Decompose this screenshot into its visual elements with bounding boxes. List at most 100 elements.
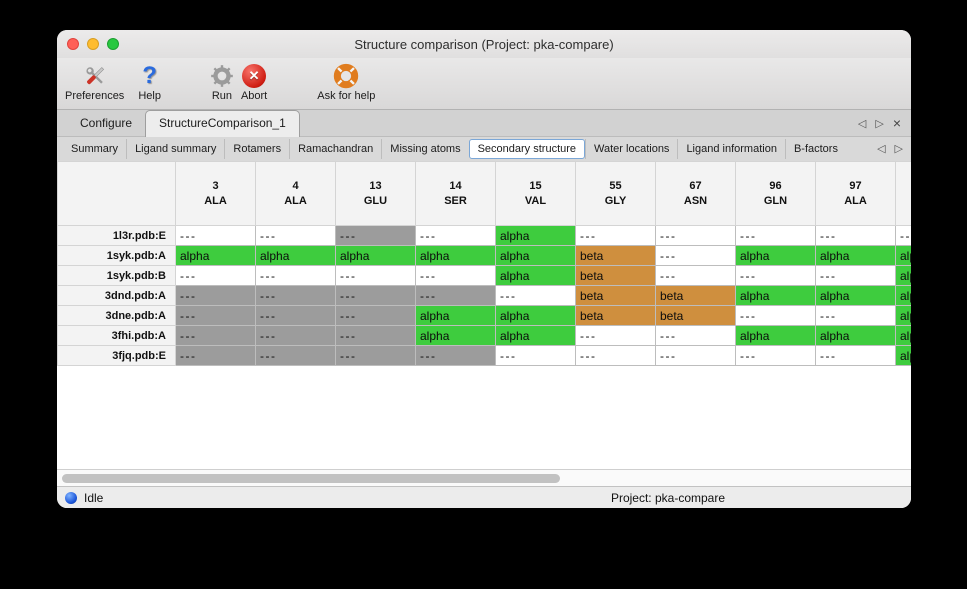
- ss-cell-alpha[interactable]: alpha: [815, 285, 896, 306]
- ss-cell-gap[interactable]: ---: [335, 305, 416, 326]
- ss-cell-none[interactable]: ---: [655, 345, 736, 366]
- ss-cell-gap[interactable]: ---: [335, 325, 416, 346]
- ss-cell-none[interactable]: ---: [255, 225, 336, 246]
- ss-cell-gap[interactable]: ---: [415, 345, 496, 366]
- ss-cell-beta[interactable]: beta: [575, 305, 656, 326]
- ss-cell-none[interactable]: ---: [815, 305, 896, 326]
- row-label[interactable]: 3dnd.pdb:A: [57, 285, 176, 306]
- ss-cell-gap[interactable]: ---: [175, 325, 256, 346]
- subtab-rotamers[interactable]: Rotamers: [224, 139, 289, 159]
- minimize-window-button[interactable]: [87, 38, 99, 50]
- ss-cell-none[interactable]: ---: [735, 225, 816, 246]
- ss-cell-none[interactable]: ---: [175, 265, 256, 286]
- row-label[interactable]: 3dne.pdb:A: [57, 305, 176, 326]
- ss-cell-none[interactable]: ---: [495, 345, 576, 366]
- ss-cell-alpha[interactable]: alpha: [815, 245, 896, 266]
- ss-cell-alpha[interactable]: alpha: [495, 265, 576, 286]
- scrollbar-thumb[interactable]: [62, 474, 560, 483]
- ss-cell-gap[interactable]: ---: [335, 285, 416, 306]
- ss-cell-alpha[interactable]: alpha: [335, 245, 416, 266]
- ss-cell-none[interactable]: ---: [895, 225, 911, 246]
- ss-cell-none[interactable]: ---: [655, 245, 736, 266]
- ss-cell-none[interactable]: ---: [815, 225, 896, 246]
- ss-cell-beta[interactable]: beta: [575, 285, 656, 306]
- tab-close-icon[interactable]: ×: [892, 115, 901, 131]
- ss-cell-none[interactable]: ---: [655, 225, 736, 246]
- subtab-next-icon[interactable]: ▷: [894, 142, 903, 155]
- subtab-summary[interactable]: Summary: [71, 143, 119, 155]
- ss-cell-alpha[interactable]: alpha: [415, 245, 496, 266]
- ss-cell-none[interactable]: ---: [735, 305, 816, 326]
- ss-cell-alpha[interactable]: alpha: [495, 245, 576, 266]
- ss-cell-gap[interactable]: ---: [175, 345, 256, 366]
- ss-cell-alpha[interactable]: alpha: [495, 305, 576, 326]
- ss-cell-gap[interactable]: ---: [335, 225, 416, 246]
- ss-cell-none[interactable]: ---: [575, 225, 656, 246]
- ss-cell-none[interactable]: ---: [655, 265, 736, 286]
- horizontal-scrollbar[interactable]: [57, 469, 911, 486]
- ss-cell-alpha[interactable]: alpha: [495, 225, 576, 246]
- abort-button[interactable]: ✕ Abort: [241, 62, 267, 102]
- subtab-ligand-information[interactable]: Ligand information: [677, 139, 785, 159]
- ss-cell-none[interactable]: ---: [735, 345, 816, 366]
- preferences-button[interactable]: Preferences: [65, 62, 124, 102]
- ss-cell-gap[interactable]: ---: [335, 345, 416, 366]
- ss-cell-none[interactable]: ---: [575, 345, 656, 366]
- ss-cell-alpha[interactable]: alpha: [175, 245, 256, 266]
- ss-cell-beta[interactable]: beta: [575, 245, 656, 266]
- ss-cell-none[interactable]: ---: [575, 325, 656, 346]
- row-label[interactable]: 1l3r.pdb:E: [57, 225, 176, 246]
- ss-cell-alpha[interactable]: alpha: [895, 345, 911, 366]
- ss-cell-alpha[interactable]: alpha: [815, 325, 896, 346]
- title-bar[interactable]: Structure comparison (Project: pka-compa…: [57, 30, 911, 58]
- ss-cell-none[interactable]: ---: [255, 265, 336, 286]
- subtab-secondary-structure[interactable]: Secondary structure: [468, 139, 586, 159]
- ss-cell-none[interactable]: ---: [815, 345, 896, 366]
- ss-cell-alpha[interactable]: alpha: [735, 325, 816, 346]
- ss-cell-gap[interactable]: ---: [255, 325, 336, 346]
- row-label[interactable]: 1syk.pdb:A: [57, 245, 176, 266]
- ss-cell-alpha[interactable]: alpha: [895, 265, 911, 286]
- subtab-water-locations[interactable]: Water locations: [585, 139, 677, 159]
- zoom-window-button[interactable]: [107, 38, 119, 50]
- subtab-ligand-summary[interactable]: Ligand summary: [126, 139, 224, 159]
- ss-cell-gap[interactable]: ---: [415, 285, 496, 306]
- run-button[interactable]: Run: [209, 62, 235, 102]
- ss-cell-beta[interactable]: beta: [655, 285, 736, 306]
- subtab-missing-atoms[interactable]: Missing atoms: [381, 139, 468, 159]
- tab-structure-comparison-1[interactable]: StructureComparison_1: [145, 110, 300, 137]
- ss-cell-none[interactable]: ---: [175, 225, 256, 246]
- ss-cell-none[interactable]: ---: [735, 265, 816, 286]
- tab-next-icon[interactable]: ▷: [875, 117, 884, 130]
- ss-cell-alpha[interactable]: alpha: [895, 305, 911, 326]
- ss-cell-gap[interactable]: ---: [255, 345, 336, 366]
- ask-for-help-button[interactable]: Ask for help: [317, 62, 375, 102]
- ss-cell-alpha[interactable]: alpha: [415, 305, 496, 326]
- ss-cell-none[interactable]: ---: [815, 265, 896, 286]
- ss-cell-none[interactable]: ---: [655, 325, 736, 346]
- help-button[interactable]: ? Help: [138, 62, 161, 103]
- ss-cell-alpha[interactable]: alpha: [735, 285, 816, 306]
- tab-configure[interactable]: Configure: [80, 116, 133, 130]
- ss-cell-none[interactable]: ---: [335, 265, 416, 286]
- ss-cell-alpha[interactable]: alpha: [415, 325, 496, 346]
- ss-cell-alpha[interactable]: alpha: [495, 325, 576, 346]
- ss-cell-alpha[interactable]: alpha: [895, 325, 911, 346]
- ss-cell-gap[interactable]: ---: [255, 285, 336, 306]
- ss-cell-alpha[interactable]: alpha: [895, 245, 911, 266]
- ss-cell-none[interactable]: ---: [495, 285, 576, 306]
- ss-cell-beta[interactable]: beta: [575, 265, 656, 286]
- row-label[interactable]: 1syk.pdb:B: [57, 265, 176, 286]
- subtab-ramachandran[interactable]: Ramachandran: [289, 139, 381, 159]
- subtab-prev-icon[interactable]: ◁: [877, 142, 886, 155]
- ss-cell-alpha[interactable]: alpha: [895, 285, 911, 306]
- ss-cell-alpha[interactable]: alpha: [735, 245, 816, 266]
- ss-cell-gap[interactable]: ---: [175, 305, 256, 326]
- ss-cell-gap[interactable]: ---: [175, 285, 256, 306]
- ss-cell-none[interactable]: ---: [415, 265, 496, 286]
- ss-cell-gap[interactable]: ---: [255, 305, 336, 326]
- row-label[interactable]: 3fjq.pdb:E: [57, 345, 176, 366]
- close-window-button[interactable]: [67, 38, 79, 50]
- ss-cell-beta[interactable]: beta: [655, 305, 736, 326]
- ss-cell-none[interactable]: ---: [415, 225, 496, 246]
